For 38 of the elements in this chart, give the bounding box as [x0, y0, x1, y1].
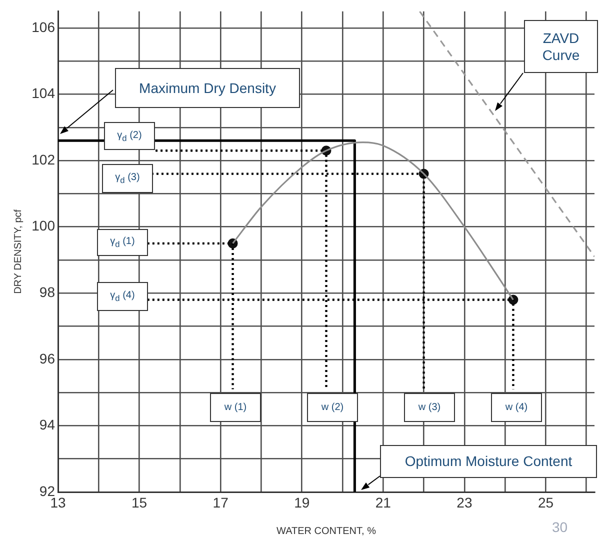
annotation: Maximum Dry Density — [139, 80, 276, 96]
y-tick-label: 104 — [32, 85, 56, 102]
callout-box: w (4) — [491, 393, 542, 422]
annotation: w (3) — [418, 402, 441, 414]
y-tick-label: 100 — [32, 218, 56, 234]
callout-box: w (1) — [210, 393, 261, 422]
y-tick-label: 98 — [39, 284, 56, 300]
x-tick-label: 25 — [538, 494, 554, 510]
callout-box: ZAVD Curve — [524, 20, 598, 73]
y-axis-title: DRY DENSITY, pcf — [12, 209, 24, 294]
annotation: w (4) — [505, 402, 528, 414]
text: 30 — [552, 519, 568, 535]
x-tick-label: 21 — [375, 494, 392, 510]
annotation: γ$_{d}$ (1) — [110, 236, 135, 249]
callout-box: Maximum Dry Density — [115, 68, 300, 108]
callout-box: γ$_{d}$ (3) — [102, 164, 153, 193]
annotation: Optimum Moisture Content — [404, 453, 572, 470]
x-tick-label: 17 — [212, 494, 229, 510]
callout-box: w (3) — [404, 393, 455, 422]
callout-box: w (2) — [307, 393, 358, 422]
annotation: γ$_{d}$ (4) — [110, 290, 135, 303]
annotation: γ$_{d}$ (2) — [117, 130, 142, 142]
x-axis-title: WATER CONTENT, % — [276, 526, 376, 537]
callout-box: γ$_{d}$ (2) — [104, 122, 155, 150]
x-tick-label: 23 — [456, 494, 472, 510]
x-tick-label: 15 — [132, 494, 148, 510]
annotation: ZAVD Curve — [541, 30, 581, 64]
callout-box: γ$_{d}$ (1) — [97, 229, 148, 256]
callout-box: Optimum Moisture Content — [380, 445, 597, 478]
x-tick-label: 19 — [294, 494, 310, 510]
annotation: w (2) — [321, 402, 344, 414]
annotation: γ$_{d}$ (3) — [115, 172, 140, 185]
y-tick-label: 94 — [39, 416, 56, 433]
y-tick-label: 106 — [32, 18, 56, 35]
callout-box: γ$_{d}$ (4) — [97, 282, 148, 311]
y-tick-label: 96 — [39, 350, 56, 366]
y-tick-label: 102 — [32, 151, 56, 168]
annotation: w (1) — [224, 402, 247, 414]
